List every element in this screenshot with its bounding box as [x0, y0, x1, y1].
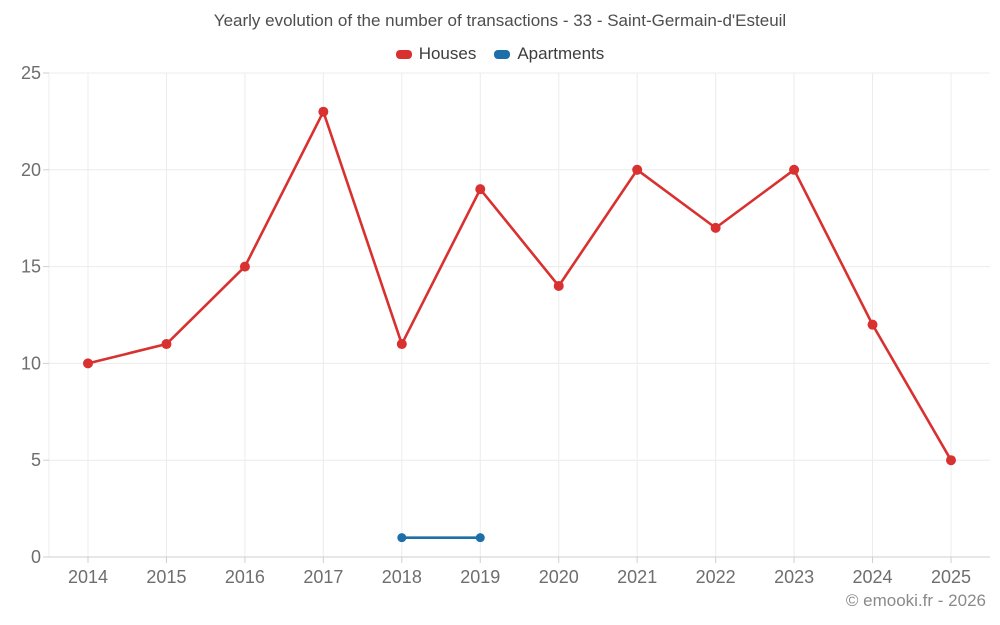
- data-point-houses-2016[interactable]: [239, 261, 250, 272]
- data-point-houses-2017[interactable]: [318, 106, 329, 117]
- data-point-houses-2019[interactable]: [475, 184, 486, 195]
- x-tick-label: 2016: [225, 567, 265, 587]
- x-tick-label: 2025: [931, 567, 971, 587]
- y-tick-label: 15: [21, 257, 41, 277]
- data-point-houses-2024[interactable]: [867, 319, 878, 330]
- x-tick-label: 2020: [539, 567, 579, 587]
- y-tick-label: 5: [31, 450, 41, 470]
- x-tick-label: 2014: [68, 567, 108, 587]
- x-tick-label: 2019: [460, 567, 500, 587]
- y-tick-label: 10: [21, 353, 41, 373]
- data-point-apartments-2019[interactable]: [475, 533, 485, 543]
- y-tick-label: 0: [31, 547, 41, 567]
- houses-swatch-icon: [395, 49, 412, 59]
- data-point-houses-2023[interactable]: [789, 164, 800, 175]
- data-point-apartments-2018[interactable]: [397, 533, 407, 543]
- x-tick-label: 2023: [774, 567, 814, 587]
- data-point-houses-2022[interactable]: [710, 222, 721, 233]
- data-point-houses-2015[interactable]: [161, 339, 172, 350]
- x-tick-label: 2018: [382, 567, 422, 587]
- legend-item-houses[interactable]: Houses: [395, 44, 477, 64]
- legend-item-apartments[interactable]: Apartments: [494, 44, 604, 64]
- data-point-houses-2025[interactable]: [946, 455, 956, 466]
- apartments-swatch-icon: [494, 49, 511, 59]
- data-point-houses-2018[interactable]: [396, 339, 407, 350]
- data-point-houses-2014[interactable]: [83, 358, 93, 369]
- data-point-houses-2021[interactable]: [632, 164, 643, 175]
- copyright: © emooki.fr - 2026: [845, 591, 986, 610]
- x-tick-label: 2015: [146, 567, 186, 587]
- x-tick-label: 2017: [303, 567, 343, 587]
- legend-label-apartments: Apartments: [517, 44, 605, 63]
- x-tick-label: 2022: [696, 567, 736, 587]
- y-tick-label: 25: [21, 63, 41, 83]
- y-tick-label: 20: [21, 160, 41, 180]
- houses-line: [86, 110, 953, 462]
- legend-label-houses: Houses: [418, 44, 477, 63]
- chart-legend: Houses Apartments: [0, 44, 1000, 64]
- x-tick-label: 2024: [853, 567, 893, 587]
- chart-title: Yearly evolution of the number of transa…: [213, 11, 787, 30]
- x-tick-label: 2021: [617, 567, 657, 587]
- data-point-houses-2020[interactable]: [553, 280, 564, 291]
